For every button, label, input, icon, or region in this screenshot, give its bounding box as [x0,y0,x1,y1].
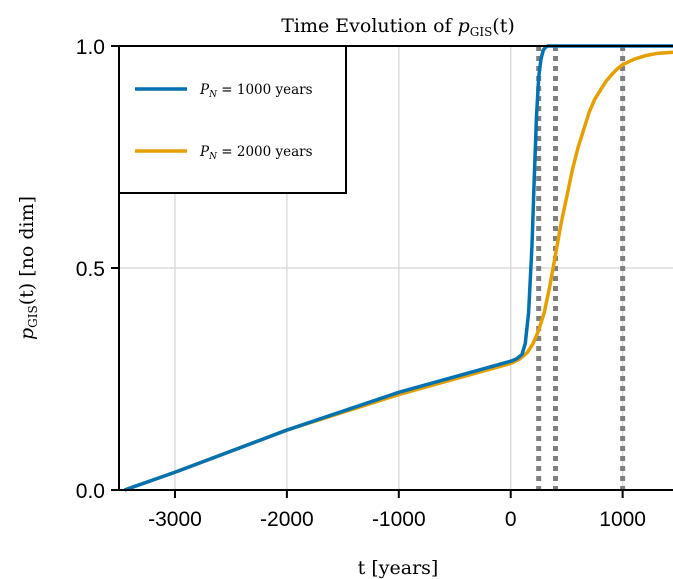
y-tick-label-0: 0.0 [76,480,105,503]
x-tick-label-1: -2000 [260,508,314,531]
y-axis-label-sub: GIS [26,305,40,328]
chart-title: Time Evolution of pGIS(t) [281,15,515,39]
chart-title-suffix: (t) [492,15,514,37]
y-axis-label: pGIS(t) [no dim] [16,196,40,340]
y-axis-ticks: 0.0 0.5 1.0 [76,36,119,503]
chart-title-sub: GIS [470,25,493,39]
legend-box [118,45,347,194]
y-tick-label-1: 0.5 [76,258,105,281]
x-tick-label-0: -3000 [148,508,202,531]
reference-lines [536,46,626,490]
legend: PN = 1000 years PN = 2000 years [118,45,347,194]
y-axis-label-suffix: (t) [no dim] [16,196,38,305]
chart-title-var: p [458,15,470,37]
x-tick-label-2: -1000 [372,508,426,531]
x-tick-label-4: 1000 [599,508,646,531]
legend-label-pn2000: PN = 2000 years [199,144,313,162]
x-axis-ticks: -3000 -2000 -1000 0 1000 [148,490,646,531]
x-tick-label-3: 0 [505,508,517,531]
x-axis-label: t [years] [358,557,439,579]
chart-title-prefix: Time Evolution of [281,15,457,37]
y-tick-label-2: 1.0 [76,36,105,59]
legend-label-pn1000: PN = 1000 years [199,82,313,100]
y-axis-label-var: p [16,328,38,340]
